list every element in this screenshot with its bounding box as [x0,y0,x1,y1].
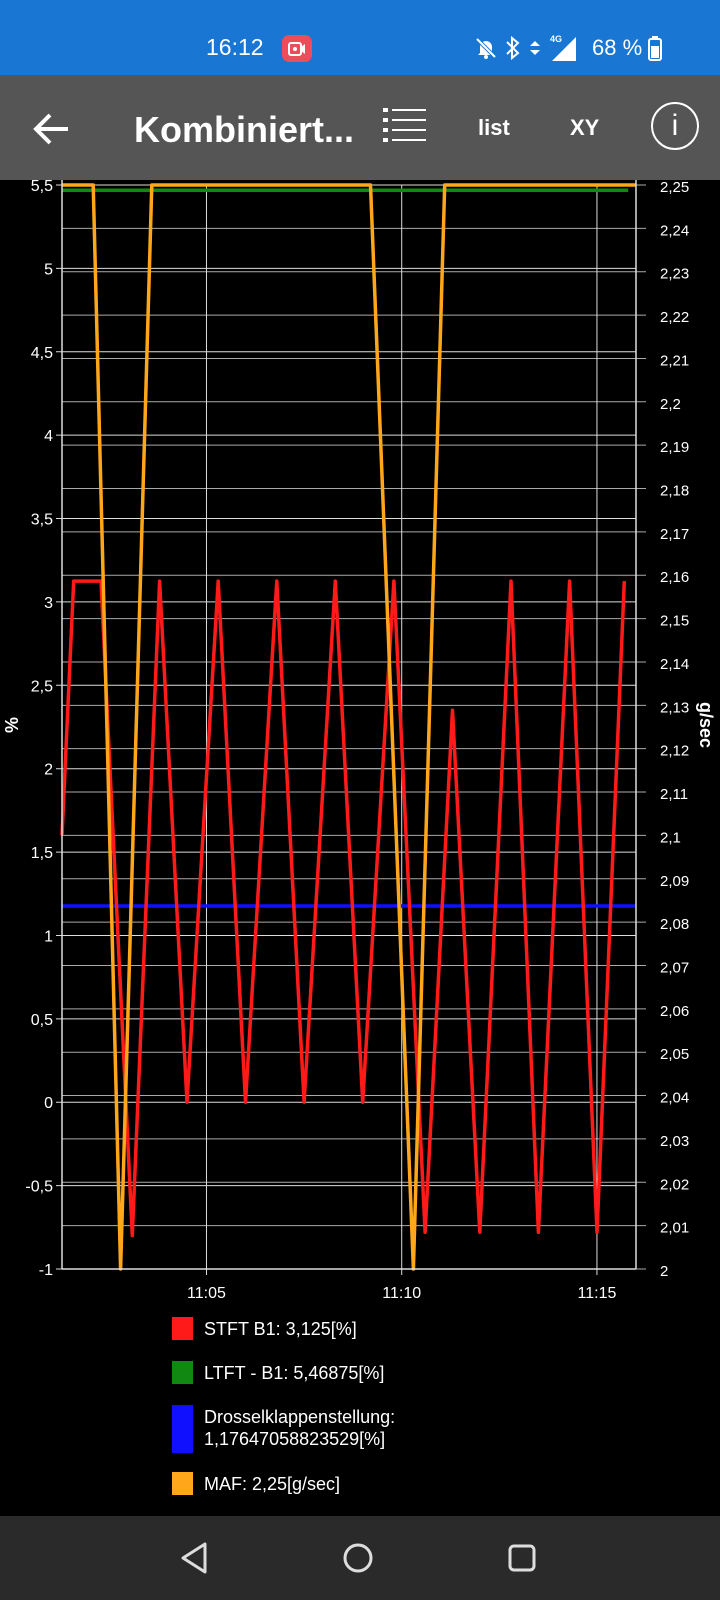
data-arrows-icon [530,41,540,55]
y2-tick-label: 2,12 [660,743,689,760]
info-icon: i [671,109,679,142]
svg-text:4G: 4G [550,34,562,44]
y2-tick-label: 2,11 [660,786,688,803]
axes: 2,25 2,24 2,23 2,22 2,21 2,2 2,19 2,18 2,17 2,16 2… [25,180,689,1302]
back-arrow-icon[interactable] [32,109,72,149]
battery-icon [648,36,663,61]
legend-text: LTFT - B1: 5,46875[%] [204,1363,385,1383]
y2-tick-label: 2,01 [660,1220,689,1237]
page-title: Kombiniert... [134,109,355,150]
y2-tick-label: 2,23 [660,266,689,283]
combined-line-chart[interactable]: 2,25 2,24 2,23 2,22 2,21 2,2 2,19 2,18 2,17 2,16 2… [0,180,720,1310]
series-maf-line [62,183,636,1271]
x-tick-label: 11:10 [382,1285,421,1302]
y2-tick-label: 2,13 [660,699,689,716]
y2-tick-label: 2,03 [660,1133,689,1150]
y2-tick-label: 2,25 [660,180,689,196]
y2-tick-label: 2,04 [660,1090,689,1107]
y2-tick-label: 2,24 [660,222,689,239]
y-tick-label: 4,5 [31,345,53,362]
legend-swatch [172,1405,193,1453]
y2-tick-label: 2,14 [660,656,689,673]
system-nav-bar [0,1516,720,1600]
x-tick-label: 11:15 [578,1285,617,1302]
status-time: 16:12 [206,34,264,60]
signal-4g-icon: 4G [550,34,576,61]
y-tick-label: 0 [44,1095,53,1112]
y-tick-label: 3 [44,595,53,612]
y-tick-label: 2 [44,762,53,779]
y-tick-label: 4 [44,428,53,445]
y2-tick-label: 2,06 [660,1003,689,1020]
y2-tick-label: 2,2 [660,396,681,413]
y2-axis-label: g/sec [696,702,716,748]
xy-button[interactable]: XY [570,115,600,140]
bluetooth-icon [506,35,520,61]
legend-item-stft: STFT B1: 3,125[%] [172,1317,357,1340]
y-tick-label: -1 [39,1262,53,1279]
screen-record-icon [282,35,312,62]
y-tick-label: 3,5 [31,512,53,529]
list-view-icon[interactable] [381,105,427,145]
info-button[interactable]: i [651,102,699,150]
grid [56,184,646,1275]
y2-tick-label: 2,16 [660,569,689,586]
y2-tick-label: 2,05 [660,1046,689,1063]
legend-swatch [172,1361,193,1384]
y-tick-label: 1 [44,928,53,945]
y-tick-label: 0,5 [31,1012,53,1029]
status-bar: 16:12 4G 68 % [0,0,720,75]
y2-tick-label: 2,18 [660,483,689,500]
home-circle-icon[interactable] [338,1538,378,1578]
bell-off-icon [475,37,497,59]
legend-text: MAF: 2,25[g/sec] [204,1474,341,1494]
series-stft-line [60,579,627,1238]
recents-square-icon[interactable] [502,1538,542,1578]
y2-tick-label: 2,09 [660,873,689,890]
x-tick-label: 11:05 [187,1285,226,1302]
y-axis-label: % [2,717,22,733]
y-tick-label: 2,5 [31,678,53,695]
y2-tick-label: 2,02 [660,1176,689,1193]
y2-tick-label: 2,15 [660,613,689,630]
y2-tick-label: 2,08 [660,916,689,933]
legend-item-ltft: LTFT - B1: 5,46875[%] [172,1361,384,1384]
legend-swatch [172,1317,193,1340]
y2-tick-label: 2,17 [660,526,689,543]
y2-tick-label: 2,19 [660,439,689,456]
y2-tick-label: 2 [660,1263,668,1280]
legend-text: Drosselklappenstellung: 1,17647058823529… [204,1407,396,1449]
battery-text: 68 % [592,35,643,60]
y-tick-label: 5,5 [31,180,53,195]
app-bar: Kombiniert... list XY i [0,75,720,180]
series-layer [60,183,636,1271]
y2-tick-label: 2,22 [660,309,689,326]
legend-text: STFT B1: 3,125[%] [204,1319,357,1339]
y2-tick-label: 2,07 [660,959,689,976]
y-tick-label: -0,5 [25,1179,53,1196]
back-triangle-icon[interactable] [175,1538,215,1578]
y-tick-label: 5 [44,261,53,278]
legend-item-maf: MAF: 2,25[g/sec] [172,1472,340,1495]
y2-tick-label: 2,21 [660,352,689,369]
y2-tick-label: 2,1 [660,829,681,846]
legend-swatch [172,1472,193,1495]
list-button[interactable]: list [478,115,510,140]
legend-item-throttle: Drosselklappenstellung: 1,17647058823529… [172,1405,414,1453]
y-tick-label: 1,5 [31,845,53,862]
